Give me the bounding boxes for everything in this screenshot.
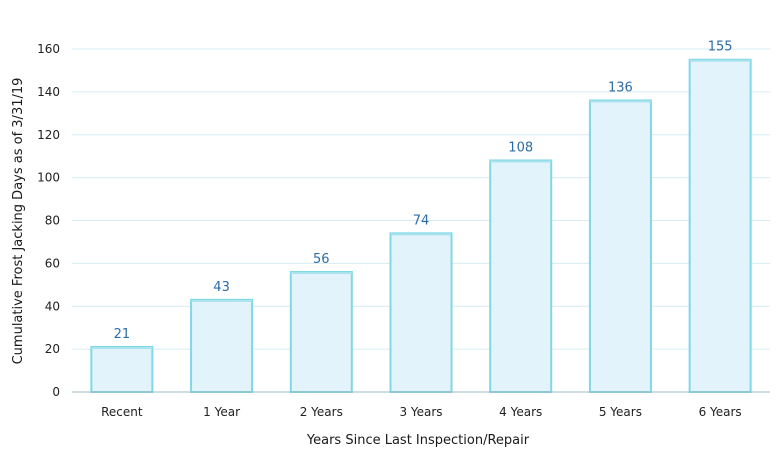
y-tick-label: 0 [52,385,60,399]
x-axis-title: Years Since Last Inspection/Repair [306,433,530,448]
y-tick-label: 40 [45,299,60,313]
bar-4-years [489,159,553,393]
x-tick-label: 6 Years [699,405,742,419]
y-tick-label: 160 [37,42,60,56]
y-tick-label: 80 [45,214,60,228]
y-tick-label: 20 [45,342,60,356]
y-axis-title: Cumulative Frost Jacking Days as of 3/31… [11,78,26,365]
y-tick-label: 100 [37,171,60,185]
data-label: 21 [114,327,131,342]
y-tick-labels: 0 20 40 60 80 100 120 140 160 [37,42,60,399]
x-tick-label: 2 Years [300,405,343,419]
data-label: 43 [213,280,230,295]
x-tick-label: Recent [101,405,143,419]
x-tick-labels: Recent 1 Year 2 Years 3 Years 4 Years 5 Years… [101,405,742,419]
x-tick-label: 4 Years [499,405,542,419]
data-label: 74 [413,213,430,228]
x-tick-label: 5 Years [599,405,642,419]
bar-recent [90,345,154,394]
bar-3-years [389,232,453,393]
y-tick-label: 120 [37,128,60,142]
data-label: 108 [508,140,533,155]
data-label: 155 [708,40,733,55]
bar-6-years [688,58,752,393]
y-tick-label: 60 [45,256,60,270]
y-tick-label: 140 [37,85,60,99]
bar-1-year [190,298,254,394]
x-tick-label: 3 Years [399,405,442,419]
data-label: 136 [608,80,633,95]
bar-5-years [588,99,652,393]
x-tick-label: 1 Year [203,405,240,419]
bar-2-years [289,270,353,394]
data-labels: 21 43 56 74 108 136 155 [114,40,733,342]
data-label: 56 [313,252,330,267]
